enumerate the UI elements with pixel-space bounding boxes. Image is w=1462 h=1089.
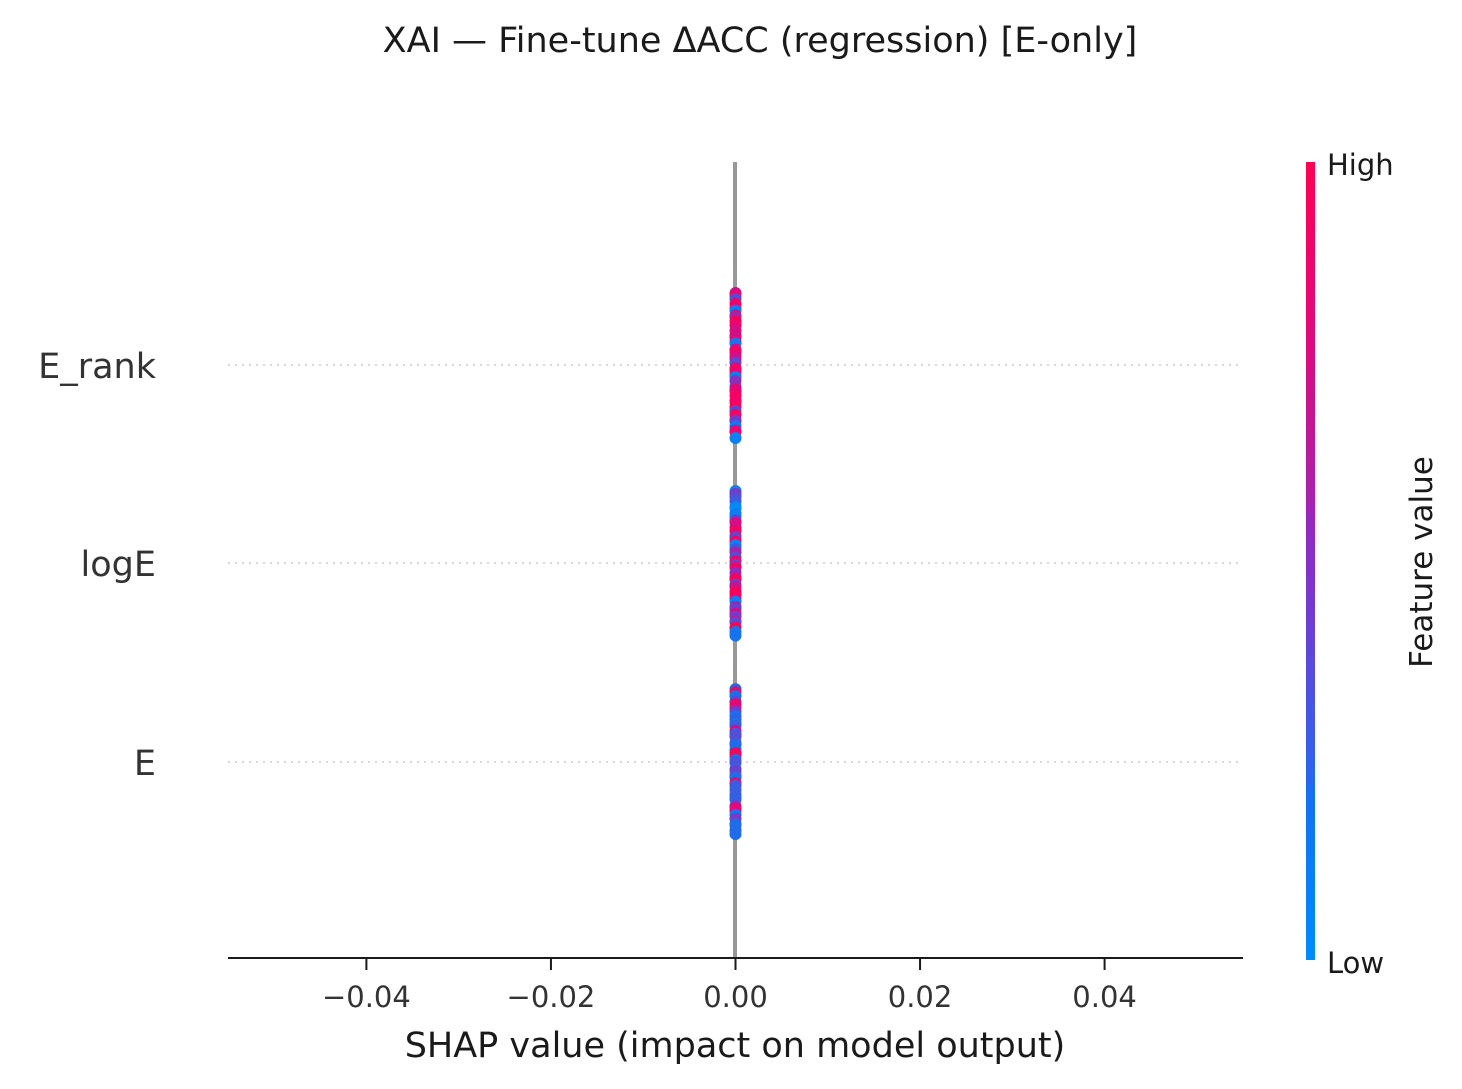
shap-point	[729, 828, 742, 841]
colorbar-title: Feature value	[1404, 456, 1440, 668]
colorbar-high-label: High	[1327, 148, 1394, 182]
x-axis-label: SHAP value (impact on model output)	[405, 1026, 1066, 1066]
shap-points	[729, 286, 742, 841]
x-tick-label: −0.04	[322, 980, 411, 1014]
feature-label: E_rank	[38, 347, 157, 387]
colorbar	[1306, 162, 1315, 960]
x-tick-label: −0.02	[507, 980, 596, 1014]
feature-rows: E_rank logE E	[38, 347, 1243, 784]
feature-label: logE	[81, 545, 156, 585]
chart-title: XAI — Fine-tune ΔACC (regression) [E-onl…	[383, 21, 1138, 61]
shap-point	[729, 629, 742, 642]
feature-label: E	[134, 744, 156, 784]
x-axis-ticks: −0.04 −0.02 0.00 0.02 0.04	[322, 958, 1137, 1014]
shap-point	[729, 431, 742, 444]
colorbar-low-label: Low	[1327, 946, 1384, 980]
x-tick-label: 0.02	[888, 980, 953, 1014]
x-tick-label: 0.00	[703, 980, 768, 1014]
x-tick-label: 0.04	[1072, 980, 1137, 1014]
